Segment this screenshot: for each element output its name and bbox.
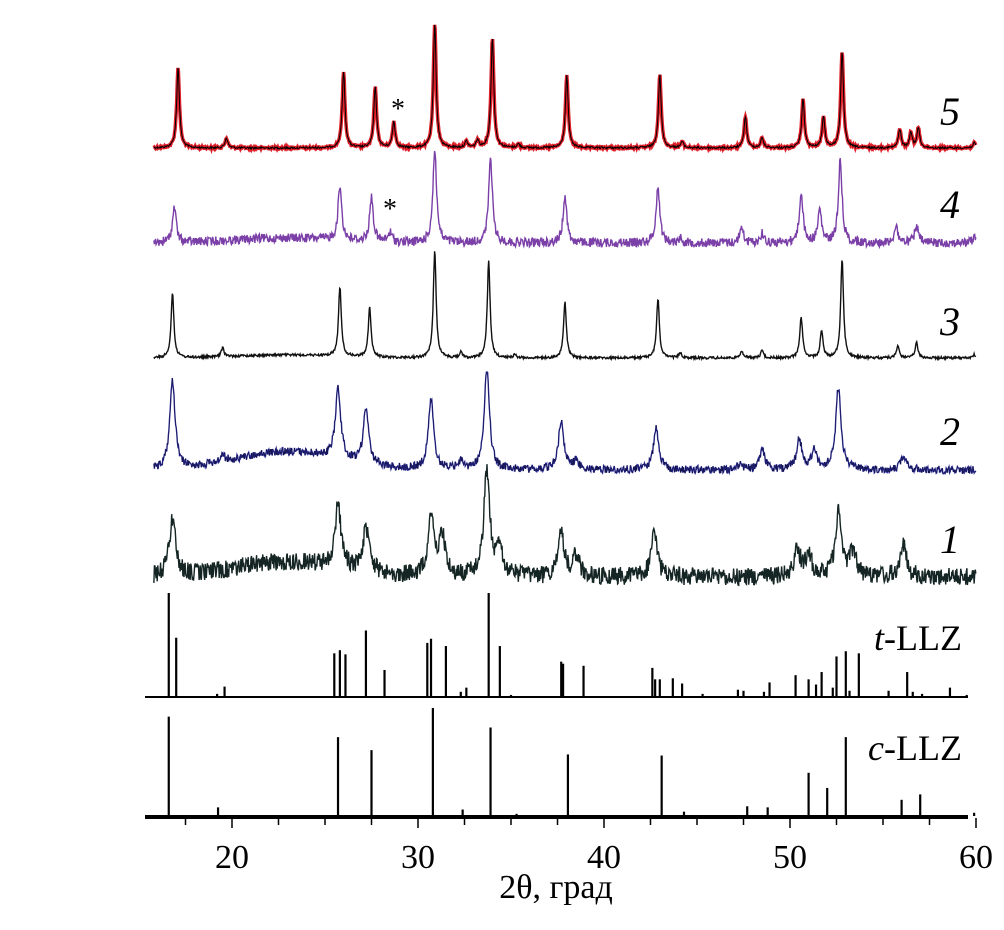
reference-prefix: t bbox=[874, 618, 885, 658]
reference-sticks bbox=[145, 593, 976, 817]
series-5-trace bbox=[153, 24, 977, 151]
series-2-trace bbox=[153, 371, 977, 476]
series-5-trace-color bbox=[152, 24, 978, 155]
impurity-marker-4: * bbox=[383, 194, 397, 225]
series-4-trace bbox=[153, 150, 977, 250]
x-tick-label: 20 bbox=[215, 839, 249, 876]
reference-label-t-llz: t-LLZ bbox=[874, 618, 962, 658]
reference-prefix: c bbox=[868, 728, 884, 768]
reference-suffix: -LLZ bbox=[884, 618, 962, 658]
series-labels: 5 4 3 2 1 t-LLZ c-LLZ * * 2θ, град bbox=[383, 89, 962, 906]
x-tick-label: 30 bbox=[401, 839, 435, 876]
x-tick-label: 50 bbox=[773, 839, 807, 876]
series-label-4: 4 bbox=[940, 182, 960, 227]
series-1-trace bbox=[153, 464, 977, 587]
xrd-traces bbox=[152, 24, 978, 587]
series-label-2: 2 bbox=[940, 409, 960, 454]
series-2-trace-outline bbox=[153, 371, 977, 475]
series-3-trace bbox=[153, 251, 977, 362]
impurity-marker-5: * bbox=[391, 94, 405, 125]
series-label-5: 5 bbox=[940, 89, 960, 134]
x-axis-label: 2θ, град bbox=[499, 869, 613, 906]
x-tick-label: 60 bbox=[959, 839, 993, 876]
x-axis: 20 30 40 50 60 bbox=[145, 817, 993, 876]
series-label-1: 1 bbox=[940, 517, 960, 562]
x-tick-label: 40 bbox=[587, 839, 621, 876]
reference-suffix: -LLZ bbox=[884, 728, 962, 768]
reference-label-c-llz: c-LLZ bbox=[868, 728, 962, 768]
series-label-3: 3 bbox=[939, 299, 960, 344]
